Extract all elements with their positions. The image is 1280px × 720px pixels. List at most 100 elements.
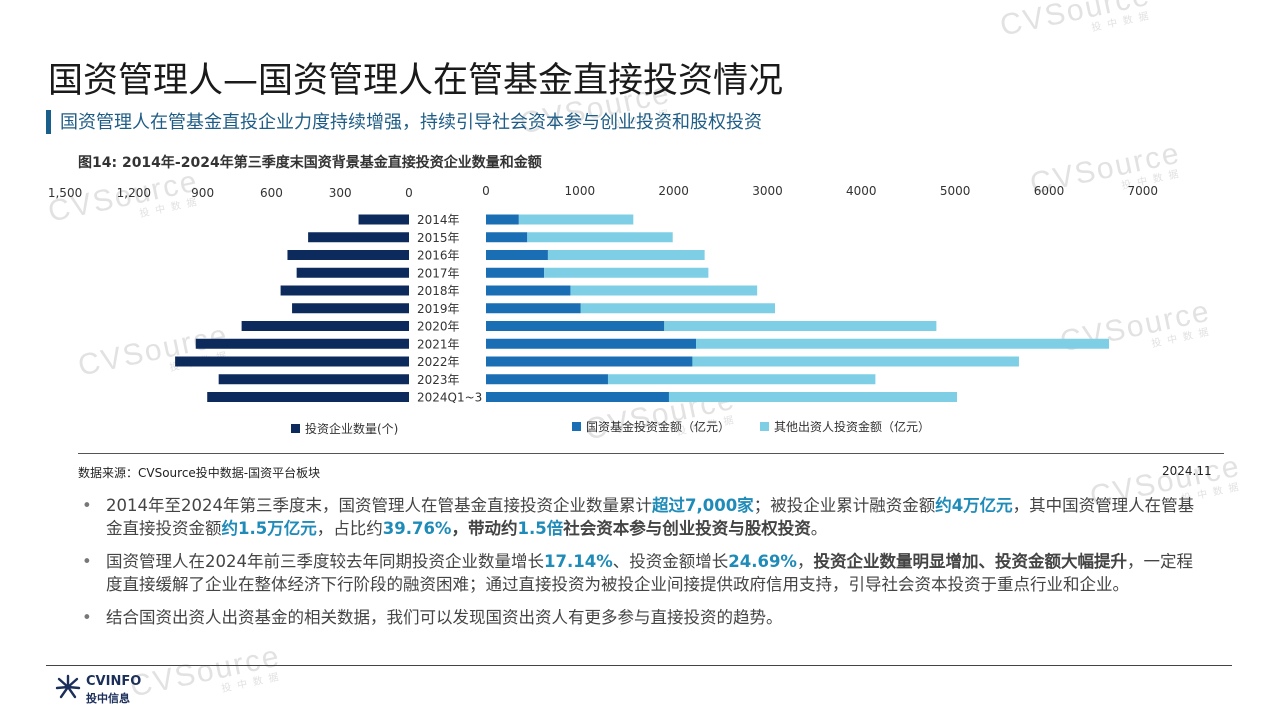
right-axis-tick-label: 0	[482, 184, 490, 198]
bullet-text-segment: 17.14%	[544, 552, 613, 571]
bullet-text-segment: 1.5倍	[517, 519, 564, 538]
other-investor-amount-bar	[544, 267, 709, 278]
other-investor-amount-bar	[664, 321, 937, 331]
company-count-bar	[280, 285, 409, 296]
logo-subtext: 投中信息	[86, 692, 130, 705]
category-label: 2022年	[417, 355, 460, 369]
other-investor-amount-bar	[668, 392, 958, 402]
gov-fund-amount-bar	[486, 303, 581, 314]
company-count-bar	[296, 267, 409, 278]
bullet-dot: •	[82, 608, 92, 627]
bullet-text-segment: 约1.5万亿元	[221, 519, 317, 538]
footer-divider	[46, 665, 1232, 666]
gov-fund-amount-bar	[486, 214, 519, 225]
company-count-bar	[358, 214, 409, 225]
category-label: 2021年	[417, 337, 460, 351]
legend-label: 其他出资人投资金额（亿元）	[774, 419, 930, 434]
other-investor-amount-bar	[547, 250, 705, 260]
category-label: 2018年	[417, 284, 460, 298]
category-label: 2024Q1~3	[417, 391, 482, 405]
bullet-text-segment: 。	[810, 519, 828, 538]
cvinfo-logo-icon	[55, 674, 81, 699]
gov-fund-amount-bar	[486, 392, 669, 402]
right-axis-tick-label: 5000	[940, 184, 971, 198]
category-label: 2019年	[417, 302, 460, 316]
bullet-text-segment: 结合国资出资人出资基金的相关数据，我们可以发现国资出资人有更多参与直接投资的趋势…	[106, 608, 783, 627]
company-count-bar	[175, 356, 409, 367]
left-axis-tick-label: 900	[191, 186, 214, 200]
page-title: 国资管理人—国资管理人在管基金直接投资情况	[48, 61, 784, 101]
gov-fund-amount-bar	[486, 321, 665, 331]
bullet-text-segment: 约4万亿元	[935, 496, 1013, 515]
bullet-item: • 结合国资出资人出资基金的相关数据，我们可以发现国资出资人有更多参与直接投资的趋…	[78, 606, 1208, 629]
right-axis-tick-label: 7000	[1128, 184, 1159, 198]
legend-label: 国资基金投资金额（亿元）	[586, 419, 730, 434]
logo-text: CVINFO	[86, 674, 142, 689]
other-investor-amount-bar	[527, 232, 673, 243]
bullet-text-segment: 国资管理人在2024年前三季度较去年同期投资企业数量增长	[106, 552, 544, 571]
gov-fund-amount-bar	[486, 232, 528, 243]
category-label: 2015年	[417, 231, 460, 245]
other-investor-amount-bar	[570, 285, 758, 296]
bullet-text-segment: 、投资金额增长	[612, 552, 729, 571]
gov-fund-amount-bar	[486, 356, 693, 367]
category-label: 2020年	[417, 320, 460, 334]
bullet-text-segment: ，带动约	[451, 519, 518, 538]
data-source: 数据来源：CVSource投中数据-国资平台板块	[78, 466, 321, 480]
legend-label: 投资企业数量(个)	[305, 421, 398, 436]
company-count-bar	[195, 338, 409, 349]
bullet-text-segment: ，占比约	[316, 519, 383, 538]
legend-swatch	[572, 422, 581, 431]
page-subtitle: 国资管理人在管基金直投企业力度持续增强，持续引导社会资本参与创业投资和股权投资	[60, 112, 762, 133]
bullet-text-segment: ，	[796, 552, 814, 571]
gov-fund-amount-bar	[486, 338, 697, 349]
bullet-list: • 2014年至2024年第三季度末，国资管理人在管基金直接投资企业数量累计超过7…	[78, 494, 1208, 639]
other-investor-amount-bar	[607, 374, 876, 385]
gov-fund-amount-bar	[486, 285, 571, 296]
bullet-text-segment: 39.76%	[382, 519, 452, 538]
company-count-bar	[292, 303, 409, 314]
company-count-bar	[218, 374, 409, 385]
right-axis-tick-label: 6000	[1034, 184, 1065, 198]
left-axis-tick-label: 0	[405, 186, 413, 200]
other-investor-amount-bar	[692, 356, 1019, 367]
bullet-text-segment: 社会资本参与创业投资与股权投资	[563, 519, 811, 538]
divider	[78, 453, 1224, 454]
gov-fund-amount-bar	[486, 374, 608, 385]
legend-swatch	[291, 424, 300, 433]
company-count-bar	[241, 321, 409, 331]
right-axis-tick-label: 2000	[658, 184, 689, 198]
gov-fund-amount-bar	[486, 267, 545, 278]
report-date: 2024.11	[1162, 464, 1212, 478]
right-axis-tick-label: 1000	[565, 184, 596, 198]
category-label: 2023年	[417, 373, 460, 387]
right-axis-tick-label: 4000	[846, 184, 877, 198]
bullet-dot: •	[82, 552, 92, 571]
company-count-bar	[308, 232, 409, 243]
bullet-text-segment: ；被投企业累计融资金额	[753, 496, 936, 515]
subtitle-accent-bar	[46, 110, 51, 134]
category-label: 2017年	[417, 266, 460, 280]
figure-title: 图14: 2014年-2024年第三季度末国资背景基金直接投资企业数量和金额	[78, 155, 542, 171]
left-axis-tick-label: 1,200	[117, 186, 151, 200]
category-label: 2014年	[417, 213, 460, 227]
left-axis-tick-label: 1,500	[48, 186, 82, 200]
bullet-item: • 2014年至2024年第三季度末，国资管理人在管基金直接投资企业数量累计超过7…	[78, 494, 1208, 540]
left-axis-tick-label: 300	[329, 186, 352, 200]
bullet-text-segment: 超过7,000家	[651, 496, 754, 515]
company-count-bar	[287, 250, 409, 260]
bullet-dot: •	[82, 496, 92, 515]
other-investor-amount-bar	[580, 303, 775, 314]
other-investor-amount-bar	[696, 338, 1110, 349]
bullet-item: • 国资管理人在2024年前三季度较去年同期投资企业数量增长17.14%、投资金额…	[78, 550, 1208, 596]
bullet-text-segment: 24.69%	[728, 552, 797, 571]
company-count-bar	[207, 392, 409, 402]
bullet-text-segment: ，其中国资管理人在管基金直接投资金额	[106, 496, 1195, 538]
gov-fund-amount-bar	[486, 250, 548, 260]
category-label: 2016年	[417, 249, 460, 263]
butterfly-bar-chart: 1,500 1,200 900 600 300 0 0 1000 2000 3000 4000 500…	[48, 184, 1159, 436]
right-axis-tick-label: 3000	[752, 184, 783, 198]
bullet-text-segment: 2014年至2024年第三季度末，国资管理人在管基金直接投资企业数量累计	[106, 496, 652, 515]
other-investor-amount-bar	[518, 214, 634, 225]
